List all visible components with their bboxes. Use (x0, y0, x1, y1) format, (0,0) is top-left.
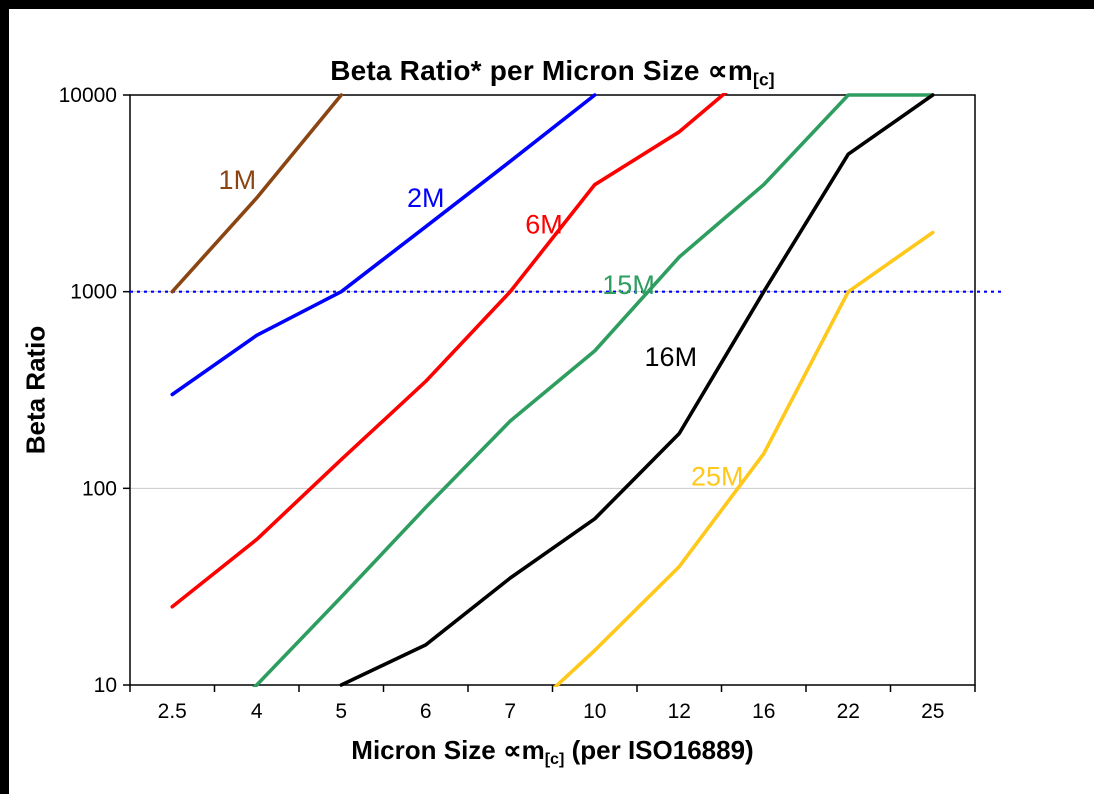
chart-title: Beta Ratio* per Micron Size ∝m[c] (130, 54, 975, 91)
x-tick-label-12: 12 (668, 700, 691, 723)
x-axis-title-subscript: [c] (544, 750, 565, 769)
chart-title-text: Beta Ratio* per Micron Size ∝m (330, 55, 753, 86)
series-label-15M: 15M (602, 270, 655, 300)
x-axis-title: Micron Size ∝m[c] (per ISO16889) (130, 735, 975, 769)
series-line-1M (170, 93, 344, 294)
x-tick-label-16: 16 (752, 700, 775, 723)
series-line-16M (339, 93, 935, 687)
series-label-16M: 16M (645, 342, 698, 372)
series-label-1M: 1M (219, 165, 257, 195)
y-tick-label-10: 10 (94, 674, 117, 697)
x-tick-label-10: 10 (583, 700, 606, 723)
x-axis-title-suffix: (per ISO16889) (564, 735, 754, 765)
series-line-6M (170, 93, 728, 609)
x-tick-label-2.5: 2.5 (158, 700, 187, 723)
x-tick-label-6: 6 (420, 700, 432, 723)
series-line-2M (170, 93, 597, 397)
series-label-6M: 6M (525, 209, 563, 239)
x-tick-label-7: 7 (504, 700, 516, 723)
window-border-left (0, 0, 9, 794)
x-tick-label-4: 4 (251, 700, 263, 723)
x-axis-title-text: Micron Size ∝m (351, 735, 545, 765)
window-border-top (0, 0, 1094, 9)
series-label-25M: 25M (691, 461, 744, 491)
series-line-15M (251, 93, 935, 687)
chart-title-subscript: [c] (752, 69, 775, 90)
y-tick-label-100: 100 (82, 477, 117, 500)
y-tick-label-1000: 1000 (70, 281, 117, 304)
series-label-2M: 2M (407, 183, 445, 213)
y-axis-title: Beta Ratio (20, 325, 51, 455)
plot-border (129, 94, 976, 686)
y-tick-label-10000: 10000 (59, 84, 117, 107)
x-tick-label-5: 5 (335, 700, 347, 723)
x-tick-label-22: 22 (837, 700, 860, 723)
x-tick-label-25: 25 (921, 700, 944, 723)
series-line-25M (552, 230, 935, 687)
